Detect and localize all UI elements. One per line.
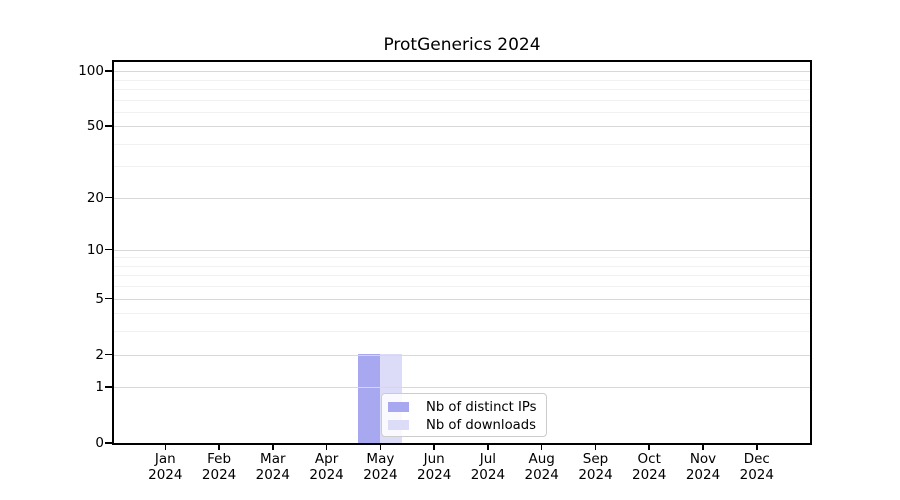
x-tick-month: Jun: [423, 451, 445, 467]
y-tick-label: 20: [86, 189, 104, 206]
x-tick-mark: [325, 445, 328, 450]
gridline-major: [114, 197, 810, 199]
x-tick-month: May: [366, 451, 395, 467]
gridline-major: [114, 249, 810, 251]
x-tick-mark: [648, 445, 650, 450]
x-tick-year: 2024: [578, 466, 613, 483]
x-tick-mark: [164, 445, 167, 450]
y-tick-label: 10: [86, 241, 104, 258]
x-tick-year: 2024: [417, 466, 452, 483]
x-tick-month: Feb: [207, 451, 232, 467]
y-tick-mark: [105, 125, 112, 127]
x-tick-label: Oct 2024: [617, 451, 681, 483]
x-tick-label: Aug 2024: [510, 451, 574, 483]
x-tick-month: Aug: [528, 451, 555, 467]
gridline-minor: [114, 265, 810, 267]
x-tick-year: 2024: [363, 466, 398, 483]
x-tick-mark: [272, 445, 274, 450]
x-tick-mark: [487, 445, 489, 450]
y-tick-label: 2: [95, 346, 104, 363]
gridline-major: [114, 387, 810, 389]
y-tick-mark: [105, 386, 112, 388]
x-tick-mark: [540, 445, 543, 450]
legend-label: Nb of downloads: [426, 417, 536, 433]
y-tick-label: 0: [95, 435, 104, 451]
x-tick-year: 2024: [632, 466, 667, 483]
gridline-minor: [114, 111, 810, 113]
gridline-minor: [114, 99, 810, 101]
bar-nb-of-distinct-ips: [358, 354, 381, 443]
x-tick-mark: [218, 445, 220, 450]
x-tick-label: May 2024: [348, 451, 412, 483]
x-tick-year: 2024: [309, 466, 344, 483]
x-tick-month: Oct: [637, 451, 661, 467]
x-tick-year: 2024: [255, 466, 290, 483]
gridline-major: [114, 298, 810, 300]
x-tick-label: Mar 2024: [241, 451, 305, 483]
x-tick-month: Mar: [260, 451, 286, 467]
gridline-minor: [114, 79, 810, 81]
y-tick-mark: [105, 442, 112, 444]
legend-row: Nb of distinct IPs: [388, 398, 540, 416]
x-tick-mark: [756, 445, 758, 450]
gridline-minor: [114, 166, 810, 168]
x-tick-mark: [433, 445, 435, 450]
x-tick-label: Sep 2024: [564, 451, 628, 483]
gridline-minor: [114, 257, 810, 259]
gridline-major: [114, 71, 810, 72]
gridline-minor: [114, 143, 810, 145]
gridline-minor: [114, 313, 810, 315]
x-tick-year: 2024: [148, 466, 183, 483]
gridline-minor: [114, 331, 810, 333]
x-tick-month: Jan: [154, 451, 176, 467]
x-tick-month: Nov: [689, 451, 717, 467]
legend-row: Nb of downloads: [388, 416, 540, 434]
gridline-minor: [114, 275, 810, 277]
gridline-major: [114, 126, 810, 128]
y-tick-label: 5: [95, 290, 104, 307]
y-tick-mark: [105, 297, 112, 300]
plot-area: [112, 60, 812, 445]
legend: Nb of distinct IPs Nb of downloads: [381, 393, 547, 437]
x-tick-label: Feb 2024: [187, 451, 251, 483]
legend-swatch: [388, 420, 409, 430]
y-tick-label: 1: [95, 379, 104, 396]
x-tick-label: Jun 2024: [402, 451, 466, 483]
x-tick-mark: [594, 445, 597, 450]
x-tick-mark: [702, 445, 704, 450]
legend-label: Nb of distinct IPs: [426, 399, 537, 415]
x-tick-label: Nov 2024: [671, 451, 735, 483]
y-tick-label: 100: [78, 63, 104, 79]
y-tick-mark: [105, 196, 112, 199]
x-tick-label: Dec 2024: [725, 451, 789, 483]
legend-swatch: [388, 402, 409, 412]
gridline-minor: [114, 286, 810, 288]
x-tick-month: Sep: [582, 451, 609, 467]
y-tick-label: 50: [86, 118, 104, 135]
gridline-major: [114, 354, 810, 356]
x-tick-year: 2024: [524, 466, 559, 483]
x-tick-year: 2024: [739, 466, 774, 483]
x-tick-mark: [379, 445, 382, 450]
y-tick-mark: [105, 353, 112, 356]
x-tick-year: 2024: [685, 466, 721, 483]
y-tick-mark: [105, 248, 112, 251]
x-tick-month: Jul: [479, 451, 497, 467]
chart-title: ProtGenerics 2024: [383, 35, 541, 55]
y-tick-mark: [105, 70, 112, 72]
x-tick-label: Jul 2024: [456, 451, 520, 483]
x-tick-year: 2024: [470, 466, 506, 483]
x-tick-label: Jan 2024: [133, 451, 197, 483]
x-tick-month: Apr: [314, 451, 339, 467]
x-tick-label: Apr 2024: [295, 451, 359, 483]
x-tick-year: 2024: [201, 466, 237, 483]
gridline-minor: [114, 88, 810, 90]
x-tick-month: Dec: [743, 451, 770, 467]
